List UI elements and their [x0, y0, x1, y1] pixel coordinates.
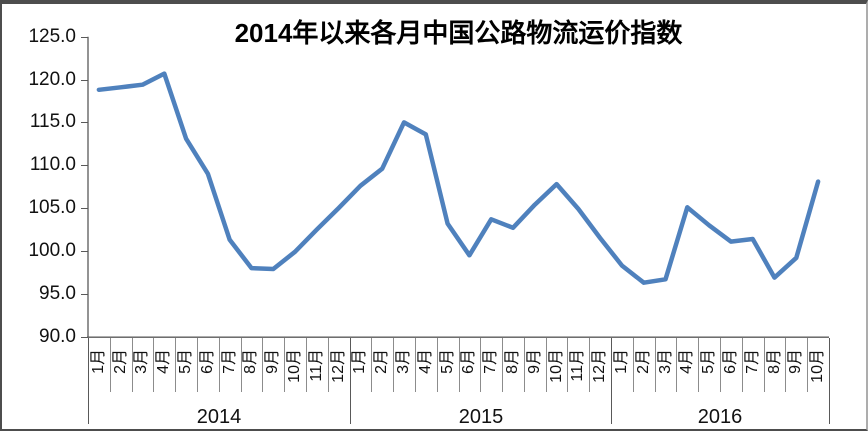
month-tick-label: 6月 — [721, 349, 739, 374]
category-separator — [306, 338, 307, 392]
year-separator — [350, 338, 351, 424]
y-tick-mark — [81, 37, 88, 38]
category-separator — [720, 338, 721, 392]
y-tick-label: 105.0 — [28, 197, 76, 219]
month-tick-label: 10月 — [286, 349, 304, 383]
y-tick-mark — [81, 294, 88, 295]
month-tick-label: 5月 — [177, 349, 195, 374]
y-tick-label: 125.0 — [28, 25, 76, 47]
month-tick-label: 5月 — [700, 349, 718, 374]
category-separator — [241, 338, 242, 392]
y-tick-label: 115.0 — [29, 111, 76, 133]
y-tick-mark — [81, 80, 88, 81]
y-tick-mark — [81, 337, 88, 338]
plot-area — [87, 36, 829, 338]
month-tick-label: 4月 — [155, 349, 173, 374]
category-separator — [698, 338, 699, 392]
category-separator — [132, 338, 133, 392]
category-separator — [567, 338, 568, 392]
month-tick-label: 2月 — [111, 349, 129, 374]
year-label: 2014 — [196, 406, 242, 428]
month-tick-label: 6月 — [198, 349, 216, 374]
month-tick-label: 10月 — [809, 349, 827, 383]
y-tick-mark — [81, 208, 88, 209]
year-label: 2015 — [458, 406, 504, 428]
y-tick-mark — [81, 165, 88, 166]
category-separator — [219, 338, 220, 392]
month-tick-label: 3月 — [656, 349, 674, 374]
month-tick-label: 4月 — [416, 349, 434, 374]
month-tick-label: 1月 — [89, 349, 107, 374]
category-separator — [110, 338, 111, 392]
month-tick-label: 2月 — [634, 349, 652, 374]
y-tick-label: 100.0 — [28, 239, 76, 261]
category-separator — [524, 338, 525, 392]
month-tick-label: 2月 — [373, 349, 391, 374]
y-tick-label: 120.0 — [28, 68, 76, 90]
month-tick-label: 7月 — [482, 349, 500, 374]
year-separator — [611, 338, 612, 424]
month-tick-label: 9月 — [264, 349, 282, 374]
y-tick-label: 95.0 — [39, 282, 76, 304]
month-tick-label: 11月 — [569, 349, 587, 382]
category-separator — [785, 338, 786, 392]
month-tick-label: 9月 — [525, 349, 543, 374]
month-tick-label: 8月 — [242, 349, 260, 374]
category-separator — [764, 338, 765, 392]
month-tick-label: 12月 — [591, 349, 609, 383]
category-separator — [655, 338, 656, 392]
category-separator — [197, 338, 198, 392]
month-tick-label: 8月 — [765, 349, 783, 374]
month-tick-label: 5月 — [438, 349, 456, 374]
category-separator — [480, 338, 481, 392]
month-tick-label: 7月 — [743, 349, 761, 374]
month-tick-label: 3月 — [395, 349, 412, 374]
category-separator — [262, 338, 263, 392]
month-tick-label: 7月 — [220, 349, 238, 374]
y-tick-mark — [81, 122, 88, 123]
category-separator — [371, 338, 372, 392]
category-separator — [546, 338, 547, 392]
month-tick-label: 1月 — [612, 349, 630, 374]
category-separator — [393, 338, 394, 392]
category-separator — [589, 338, 590, 392]
month-tick-label: 4月 — [678, 349, 696, 374]
category-separator — [175, 338, 176, 392]
month-tick-label: 10月 — [547, 349, 565, 383]
chart-title: 2014年以来各月中国公路物流运价指数 — [234, 18, 683, 48]
y-tick-mark — [81, 251, 88, 252]
category-separator — [153, 338, 154, 392]
month-tick-label: 6月 — [460, 349, 478, 374]
y-tick-label: 110.0 — [29, 154, 76, 176]
year-label: 2016 — [697, 406, 743, 428]
freight-index-line — [96, 71, 821, 285]
category-separator — [459, 338, 460, 392]
month-tick-label: 1月 — [351, 349, 369, 374]
y-tick-label: 90.0 — [39, 325, 76, 347]
month-tick-label: 9月 — [787, 349, 805, 374]
category-separator — [328, 338, 329, 392]
year-separator — [88, 338, 89, 424]
category-separator — [437, 338, 438, 392]
category-separator — [807, 338, 808, 392]
year-separator — [829, 338, 830, 424]
category-separator — [633, 338, 634, 392]
category-separator — [502, 338, 503, 392]
month-tick-label: 12月 — [329, 349, 347, 383]
month-tick-label: 3月 — [133, 349, 151, 374]
month-tick-label: 8月 — [503, 349, 521, 374]
category-separator — [742, 338, 743, 392]
category-separator — [676, 338, 677, 392]
category-separator — [415, 338, 416, 392]
month-tick-label: 11月 — [307, 349, 325, 382]
category-separator — [284, 338, 285, 392]
